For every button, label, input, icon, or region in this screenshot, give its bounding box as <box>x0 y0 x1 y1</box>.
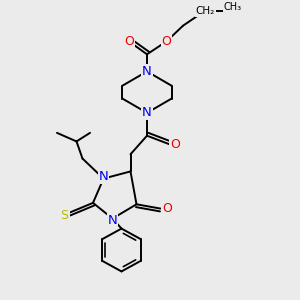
Text: N: N <box>108 214 117 226</box>
Text: CH₂: CH₂ <box>196 6 215 16</box>
Text: O: O <box>170 138 180 151</box>
Text: O: O <box>124 35 134 48</box>
Text: CH₃: CH₃ <box>224 2 242 12</box>
Text: O: O <box>162 202 172 215</box>
Text: N: N <box>142 65 152 78</box>
Text: S: S <box>61 209 68 222</box>
Text: N: N <box>142 106 152 119</box>
Text: N: N <box>99 170 108 183</box>
Text: O: O <box>162 35 171 48</box>
